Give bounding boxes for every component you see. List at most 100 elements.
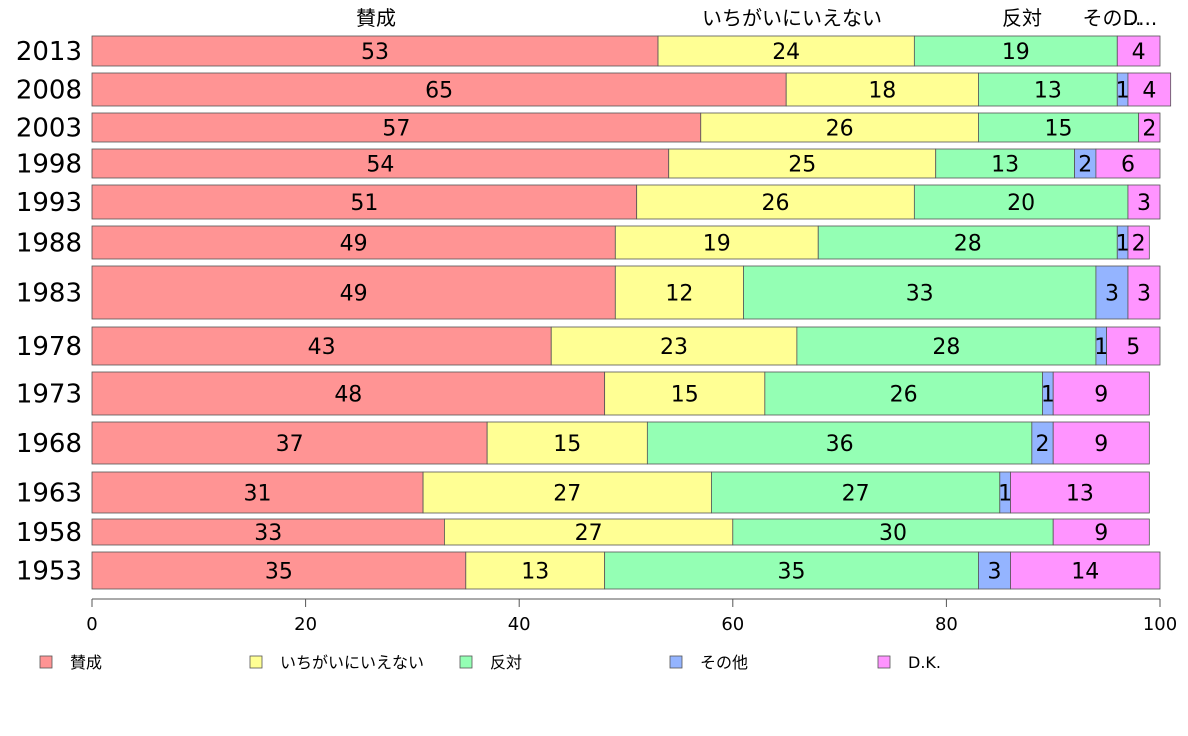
bar-2008-series-4 [1127,72,1172,107]
bar-2003-series-0 [91,112,702,143]
bar-value-label-1958-series-1: 27 [575,521,603,546]
bar-value-label-1988-series-2: 28 [954,232,982,257]
bar-value-label-2013-series-1: 24 [772,40,800,65]
bar-1993-series-0 [91,184,638,220]
bar-value-label-1953-series-1: 13 [521,560,549,585]
bar-1958-series-2 [732,518,1054,546]
bar-2003-series-1 [700,112,979,143]
bar-1998-series-0 [91,148,670,179]
bar-1993-series-2 [913,184,1129,220]
bar-value-label-1983-series-0: 49 [340,282,368,307]
year-label-1968: 1968 [16,429,82,459]
bar-2003-series-4 [1138,112,1161,143]
bar-value-label-1978-series-2: 28 [932,335,960,360]
bar-1958-series-4 [1052,518,1150,546]
bar-2003-series-2 [978,112,1140,143]
legend-label-2: 反対 [490,653,522,672]
bar-value-label-1958-series-0: 33 [254,521,282,546]
bar-1973-series-2 [764,371,1043,416]
bar-1963-series-2 [711,471,1001,514]
bar-2008-series-0 [91,72,787,107]
bar-value-label-1958-series-4: 9 [1094,521,1108,546]
bar-2013-series-4 [1116,35,1161,67]
bar-value-label-1983-series-2: 33 [906,282,934,307]
column-headers: 賛成 いちがいにいえない 反対 その...D... [356,6,1157,30]
bars-group: 53 24 19 465 18 13 1 457 26 15 254 25 13 2 651 26 20 349 1… [91,35,1172,590]
bar-value-label-2013-series-4: 4 [1132,40,1146,65]
year-label-2013: 2013 [16,37,82,67]
bar-1988-series-1 [614,225,819,260]
legend-swatch-3 [669,655,683,669]
column-header-4: D... [1123,6,1157,30]
bar-1978-series-2 [796,326,1097,366]
legend-swatch-4 [877,655,891,669]
bar-value-label-1958-series-2: 30 [879,521,907,546]
bar-value-label-1993-series-2: 20 [1007,191,1035,216]
x-tick-label-2: 40 [508,614,531,635]
bar-value-label-1988-series-4: 2 [1132,232,1146,257]
bar-1953-series-1 [465,551,606,590]
bar-value-label-1978-series-4: 5 [1126,335,1140,360]
bar-1973-series-4 [1052,371,1150,416]
legend-label-3: その他 [700,653,748,672]
legend-swatch-0 [39,655,53,669]
bar-value-label-1963-series-3: 1 [998,482,1012,507]
bar-1983-series-3 [1095,265,1129,320]
year-label-2008: 2008 [16,76,82,106]
bar-1963-series-0 [91,471,424,514]
year-label-1978: 1978 [16,332,82,362]
bar-2013-series-0 [91,35,659,67]
x-tick-label-0: 0 [86,614,97,635]
bar-value-label-1953-series-3: 3 [987,560,1001,585]
bar-value-label-1998-series-3: 2 [1078,153,1092,178]
bar-2008-series-2 [978,72,1118,107]
column-header-0: 賛成 [356,6,396,30]
x-tick-label-4: 80 [935,614,958,635]
year-label-1963: 1963 [16,479,82,509]
bar-1983-series-1 [614,265,744,320]
bar-value-label-1968-series-1: 15 [553,432,581,457]
bar-value-label-1953-series-2: 35 [778,560,806,585]
bar-value-label-1968-series-0: 37 [276,432,304,457]
column-header-2: 反対 [1002,6,1042,30]
bar-1973-series-0 [91,371,606,416]
bar-value-label-1983-series-4: 3 [1137,282,1151,307]
x-tick-label-3: 60 [721,614,744,635]
bar-1988-series-4 [1127,225,1150,260]
bar-1968-series-4 [1052,421,1150,465]
bar-value-label-1993-series-4: 3 [1137,191,1151,216]
bar-value-label-2008-series-2: 13 [1034,79,1062,104]
legend-swatch-1 [249,655,263,669]
bar-1998-series-4 [1095,148,1161,179]
bar-value-label-1988-series-1: 19 [703,232,731,257]
year-label-1953: 1953 [16,557,82,587]
bar-value-label-1953-series-4: 14 [1071,560,1099,585]
bar-1998-series-1 [668,148,937,179]
year-label-1973: 1973 [16,380,82,410]
bar-1953-series-0 [91,551,467,590]
bar-value-label-2008-series-1: 18 [868,79,896,104]
bar-value-label-1993-series-0: 51 [350,191,378,216]
bar-value-label-1998-series-2: 13 [991,153,1019,178]
bar-1978-series-1 [550,326,798,366]
bar-value-label-1968-series-4: 9 [1094,432,1108,457]
bar-value-label-1963-series-2: 27 [842,482,870,507]
year-label-1958: 1958 [16,518,82,548]
bar-1988-series-0 [91,225,616,260]
bar-1968-series-2 [646,421,1033,465]
bar-2013-series-1 [657,35,915,67]
column-header-3: その... [1082,6,1141,30]
bar-value-label-1988-series-0: 49 [340,232,368,257]
column-header-1: いちがいにいえない [702,6,882,30]
bar-value-label-1963-series-1: 27 [553,482,581,507]
year-label-1988: 1988 [16,229,82,259]
bar-value-label-1978-series-3: 1 [1094,335,1108,360]
bar-value-label-1993-series-1: 26 [762,191,790,216]
bar-value-label-1978-series-0: 43 [308,335,336,360]
bar-value-label-2013-series-0: 53 [361,40,389,65]
bar-1968-series-1 [486,421,648,465]
bar-1963-series-4 [1010,471,1150,514]
bar-value-label-2008-series-4: 4 [1142,79,1156,104]
bar-1983-series-4 [1127,265,1161,320]
